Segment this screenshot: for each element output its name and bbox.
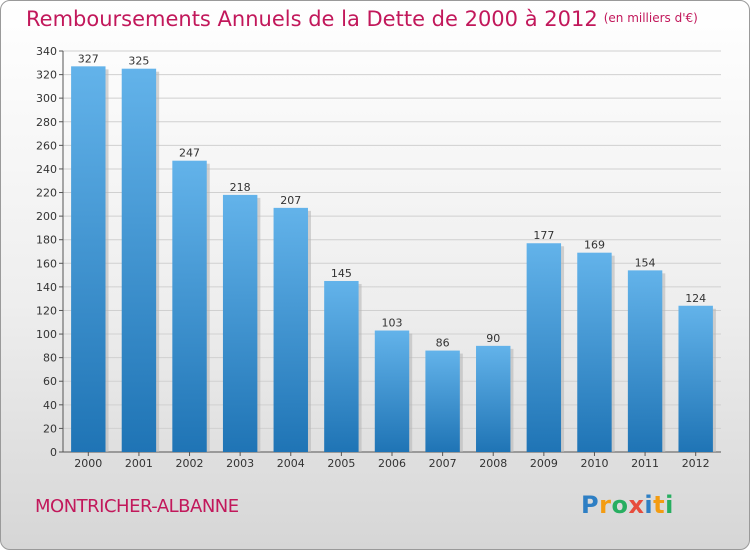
bar <box>627 270 663 452</box>
logo-letter: x <box>628 491 645 519</box>
data-label: 247 <box>179 147 200 160</box>
chart-title-text: Remboursements Annuels de la Dette de 20… <box>26 7 598 31</box>
chart-unit-note: (en milliers d'€) <box>603 11 698 25</box>
y-tick-label: 20 <box>43 422 57 435</box>
x-tick-label: 2004 <box>277 457 305 470</box>
y-tick-label: 100 <box>36 328 57 341</box>
bar <box>425 350 460 452</box>
data-label: 327 <box>78 52 99 65</box>
x-tick-label: 2002 <box>176 457 204 470</box>
y-tick-label: 180 <box>36 234 57 247</box>
data-label: 218 <box>230 181 251 194</box>
data-label: 124 <box>685 292 706 305</box>
y-tick-label: 260 <box>36 139 57 152</box>
x-tick-label: 2008 <box>479 457 507 470</box>
logo-letter: i <box>665 491 674 519</box>
data-label: 103 <box>382 317 403 330</box>
data-label: 169 <box>584 239 605 252</box>
bar <box>71 66 106 453</box>
logo-letter: t <box>653 491 666 519</box>
y-tick-label: 240 <box>36 163 57 176</box>
x-tick-label: 2000 <box>74 457 102 470</box>
x-tick-label: 2006 <box>378 457 406 470</box>
logo-letter: r <box>599 491 612 519</box>
bar <box>273 207 308 452</box>
bar <box>577 252 612 452</box>
bar <box>678 305 713 452</box>
proxiti-logo: Proxiti <box>581 491 674 519</box>
x-tick-label: 2007 <box>429 457 457 470</box>
x-tick-label: 2012 <box>682 457 710 470</box>
bar <box>476 345 511 452</box>
y-tick-label: 120 <box>36 304 57 317</box>
data-label: 145 <box>331 267 352 280</box>
y-tick-label: 280 <box>36 116 57 129</box>
data-label: 90 <box>486 332 500 345</box>
bar <box>526 243 562 452</box>
data-label: 325 <box>128 55 149 68</box>
y-tick-label: 140 <box>36 281 57 294</box>
y-tick-label: 0 <box>50 446 57 459</box>
bar <box>374 330 410 452</box>
x-tick-label: 2005 <box>327 457 355 470</box>
y-tick-label: 320 <box>36 69 57 82</box>
logo-letter: o <box>611 491 629 519</box>
x-tick-label: 2003 <box>226 457 254 470</box>
x-tick-label: 2009 <box>530 457 558 470</box>
bar <box>324 280 359 452</box>
chart-title: Remboursements Annuels de la Dette de 20… <box>26 7 698 31</box>
x-tick-label: 2011 <box>631 457 659 470</box>
y-tick-label: 80 <box>43 352 57 365</box>
y-tick-label: 40 <box>43 399 57 412</box>
data-label: 86 <box>436 337 450 350</box>
x-tick-label: 2001 <box>125 457 153 470</box>
location-name: MONTRICHER-ALBANNE <box>35 496 239 517</box>
y-tick-label: 200 <box>36 210 57 223</box>
logo-letter: P <box>581 491 600 519</box>
bar <box>222 194 258 452</box>
data-label: 177 <box>533 229 554 242</box>
data-label: 154 <box>635 256 656 269</box>
x-tick-label: 2010 <box>580 457 608 470</box>
y-tick-label: 300 <box>36 92 57 105</box>
y-tick-label: 340 <box>36 45 57 58</box>
bar <box>121 68 157 453</box>
data-label: 207 <box>280 194 301 207</box>
y-tick-label: 60 <box>43 375 57 388</box>
y-tick-label: 220 <box>36 187 57 200</box>
bar <box>172 160 207 452</box>
logo-letter: i <box>644 491 654 519</box>
y-tick-label: 160 <box>36 257 57 270</box>
